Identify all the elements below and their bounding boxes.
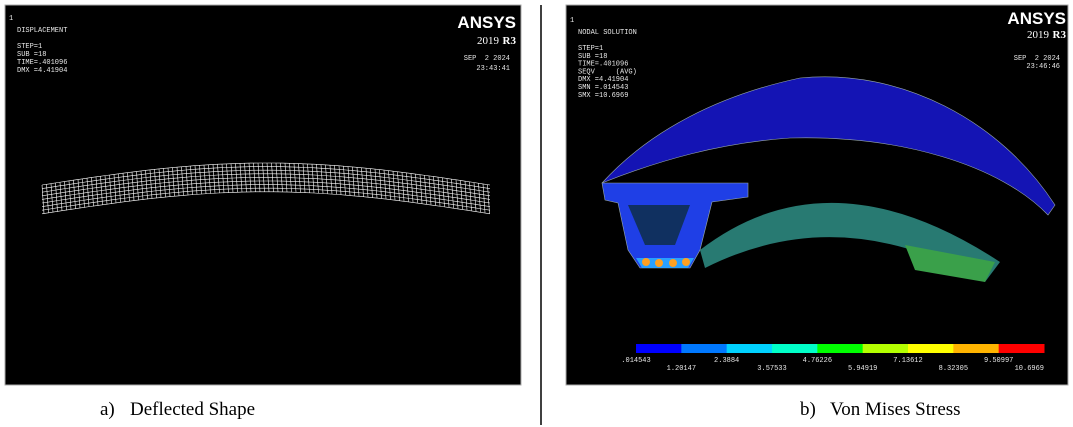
legend-swatch — [999, 344, 1045, 353]
window-number: 1 — [9, 15, 13, 23]
caption-label: a) — [100, 399, 115, 420]
info-line: TIME=.401096 — [17, 59, 67, 67]
legend-label: 1.20147 — [667, 365, 696, 373]
release: R3 — [1053, 29, 1067, 41]
legend-swatch — [953, 344, 999, 353]
result-title: DISPLACEMENT — [17, 27, 67, 35]
legend-label: .014543 — [621, 357, 650, 365]
legend-swatch — [817, 344, 863, 353]
version: 2019 — [1027, 29, 1050, 41]
legend-swatch — [772, 344, 818, 353]
date: SEP 2 2024 — [1014, 55, 1060, 63]
time: 23:46:46 — [1026, 63, 1060, 71]
legend-label: 3.57533 — [757, 365, 786, 373]
caption-label: b) — [800, 399, 816, 420]
info-line: SMN =.014543 — [578, 84, 628, 92]
result-title: NODAL SOLUTION — [578, 29, 637, 37]
legend-swatch — [681, 344, 727, 353]
caption: Von Mises Stress — [830, 399, 961, 420]
figure: 1DISPLACEMENTSTEP=1SUB =18TIME=.401096DM… — [0, 0, 1073, 427]
info-line: STEP=1 — [17, 43, 42, 51]
info-line: SMX =10.6969 — [578, 92, 628, 100]
release: R3 — [503, 35, 517, 47]
legend-swatch — [863, 344, 909, 353]
info-line: DMX =4.41904 — [578, 76, 628, 84]
page: 1DISPLACEMENTSTEP=1SUB =18TIME=.401096DM… — [0, 0, 1073, 427]
legend-label: 4.76226 — [803, 357, 832, 365]
legend-label: 9.50997 — [984, 357, 1013, 365]
legend-label: 8.32305 — [939, 365, 968, 373]
brand: ANSYS — [1007, 9, 1066, 28]
info-line: TIME=.401096 — [578, 61, 628, 69]
info-line: STEP=1 — [578, 45, 603, 53]
legend-swatch — [908, 344, 954, 353]
version: 2019 — [477, 35, 500, 47]
legend-label: 5.94919 — [848, 365, 877, 373]
time: 23:43:41 — [476, 65, 510, 73]
info-line: SUB =18 — [578, 53, 607, 61]
brand: ANSYS — [457, 13, 516, 32]
info-line: SEQV (AVG) — [578, 68, 637, 76]
info-line: SUB =18 — [17, 51, 46, 59]
date: SEP 2 2024 — [464, 55, 510, 63]
legend-label: 2.3884 — [714, 357, 739, 365]
caption: Deflected Shape — [130, 399, 255, 420]
legend-label: 7.13612 — [893, 357, 922, 365]
legend-label: 10.6969 — [1015, 365, 1044, 373]
info-line: DMX =4.41904 — [17, 67, 67, 75]
window-number: 1 — [570, 17, 574, 25]
legend-swatch — [636, 344, 682, 353]
legend-swatch — [727, 344, 773, 353]
